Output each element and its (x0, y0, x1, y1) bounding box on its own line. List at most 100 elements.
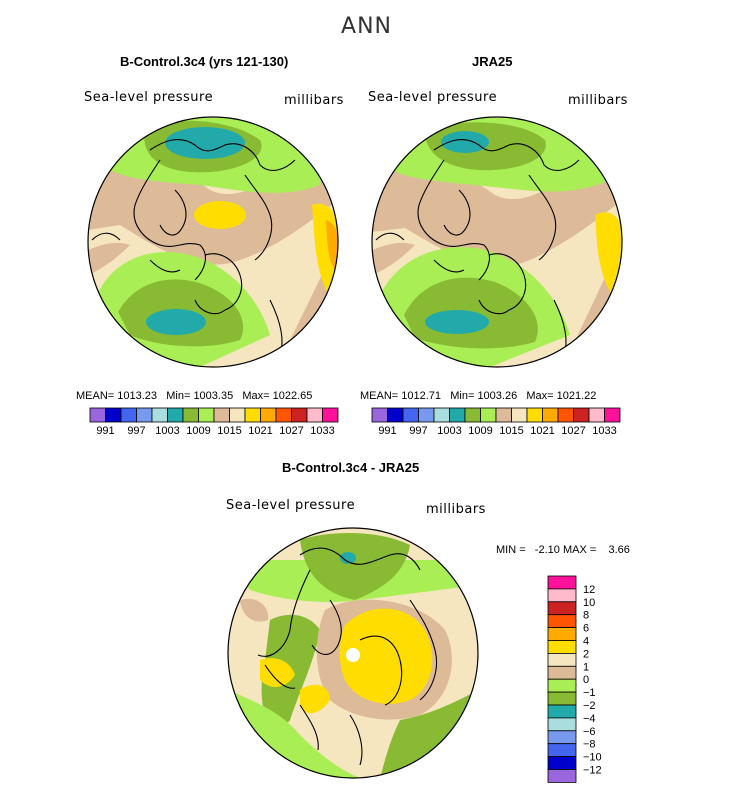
coastlines (91, 139, 296, 356)
colorbar-obs: 991 997 1003 1009 1015 1021 1027 1033 (371, 407, 621, 437)
colorbar-tick-label: 8 (583, 610, 589, 622)
colorbar-swatch (547, 717, 577, 732)
polar-map-obs (371, 116, 623, 368)
colorbar-swatch (526, 407, 543, 423)
min-value: 1003.35 (193, 390, 234, 402)
contour-region (260, 658, 295, 687)
stats-diff: MIN = -2.10 MAX = 3.66 (496, 544, 630, 556)
max-label: Max= (526, 390, 554, 402)
pole-mask (346, 648, 360, 662)
contour-region (441, 131, 489, 153)
panel-title-model: B-Control.3c4 (yrs 121-130) (120, 54, 289, 69)
contour-region (339, 608, 433, 704)
variable-label-model: Sea-level pressure (84, 90, 214, 105)
colorbar-tick-label: 0 (583, 674, 589, 686)
contour-region (194, 201, 246, 229)
colorbar-tick-label: 997 (409, 425, 427, 437)
colorbar-swatch (547, 653, 577, 667)
colorbar-tick-label: 4 (583, 636, 589, 648)
colorbar-swatch (464, 407, 481, 423)
colorbar-tick-label: 1021 (530, 425, 554, 437)
colorbar-swatch (547, 704, 577, 719)
colorbar-tick-label: 1 (583, 661, 589, 673)
colorbar-swatch (105, 407, 122, 423)
colorbar-swatch (418, 407, 435, 423)
colorbar-swatch (547, 743, 577, 758)
variable-label-obs: Sea-level pressure (368, 90, 498, 105)
contour-region (595, 212, 622, 300)
colorbar-tick-label: 2 (583, 648, 589, 660)
units-label-diff: millibars (426, 502, 486, 517)
colorbar-tick-label: 10 (583, 597, 595, 609)
colorbar-tick-label: 12 (583, 584, 595, 596)
colorbar-swatch (198, 407, 215, 423)
contour-region (340, 552, 356, 564)
mean-label: MEAN= (360, 390, 399, 402)
colorbar-tick-label: 1033 (310, 425, 334, 437)
colorbar-swatch (511, 407, 528, 423)
colorbar-tick-label: −8 (583, 739, 596, 751)
colorbar-swatch (291, 407, 308, 423)
colorbar-swatch (89, 407, 106, 423)
colorbar-tick-label: 1009 (468, 425, 492, 437)
max-value: 1022.65 (272, 390, 313, 402)
max-label: Max= (242, 390, 270, 402)
contour-region (146, 309, 206, 335)
colorbar-swatch (547, 665, 577, 680)
colorbar-tick-label: 997 (127, 425, 145, 437)
min-label: Min= (450, 390, 475, 402)
colorbar-swatch (547, 691, 577, 706)
colorbar-tick-label: 1021 (248, 425, 272, 437)
units-label-obs: millibars (568, 93, 628, 108)
colorbar-swatch (542, 407, 559, 423)
figure-title: ANN (341, 14, 392, 39)
colorbar-swatch (604, 407, 621, 423)
colorbar-tick-label: 1027 (279, 425, 303, 437)
colorbar-swatch (275, 407, 292, 423)
colorbar-tick-label: 6 (583, 623, 589, 635)
mean-label: MEAN= (76, 390, 115, 402)
colorbar-swatch (588, 407, 605, 423)
colorbar-swatch (433, 407, 450, 423)
colorbar-swatch (449, 407, 466, 423)
colorbar-swatch (260, 407, 277, 423)
colorbar-swatch (151, 407, 168, 423)
colorbar-tick-label: −12 (583, 765, 602, 777)
colorbar-swatch (229, 407, 246, 423)
units-label-model: millibars (284, 93, 344, 108)
colorbar-tick-label: −6 (583, 726, 596, 738)
map-border (371, 116, 623, 368)
colorbar-swatch (495, 407, 512, 423)
colorbar-swatch (322, 407, 339, 423)
panel-title-obs: JRA25 (472, 54, 513, 69)
contour-region (165, 127, 245, 159)
colorbar-swatch (547, 730, 577, 745)
colorbar-tick-label: −10 (583, 752, 602, 764)
colorbar-tick-label: 1015 (217, 425, 241, 437)
colorbar-tick-label: 1015 (499, 425, 523, 437)
contour-region (88, 242, 130, 275)
colorbar-swatch (182, 407, 199, 423)
colorbar-tick-label: 1027 (561, 425, 585, 437)
colorbar-swatch (547, 640, 577, 654)
contour-region (240, 598, 269, 622)
mean-value: 1013.23 (117, 390, 158, 402)
min-label: Min= (166, 390, 191, 402)
colorbar-swatch (547, 678, 577, 693)
stats-model: MEAN= 1013.23 Min= 1003.35 Max= 1022.65 (76, 390, 312, 402)
polar-map-diff (227, 527, 479, 779)
colorbar-tick-label: 1033 (592, 425, 616, 437)
contour-region (372, 242, 415, 275)
map-border (87, 116, 339, 368)
variable-label-diff: Sea-level pressure (226, 498, 356, 513)
colorbar-swatch (167, 407, 184, 423)
stats-obs: MEAN= 1012.71 Min= 1003.26 Max= 1021.22 (360, 390, 596, 402)
contour-region (300, 533, 410, 600)
colorbar-tick-label: 1003 (437, 425, 461, 437)
contour-region (326, 220, 338, 272)
colorbar-swatch (547, 756, 577, 770)
contour-region (425, 310, 489, 334)
max-value: 1021.22 (556, 390, 597, 402)
